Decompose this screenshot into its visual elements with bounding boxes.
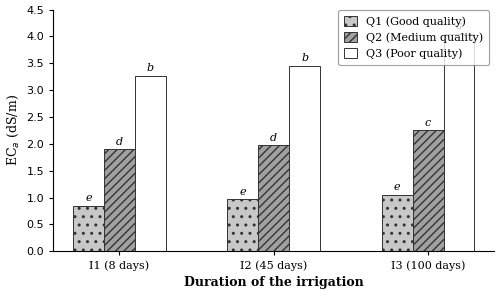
Text: d: d bbox=[116, 137, 123, 147]
Text: a: a bbox=[456, 21, 462, 31]
Bar bbox=[104, 149, 135, 251]
Text: b: b bbox=[146, 63, 154, 73]
Y-axis label: EC$_a$ (dS/m): EC$_a$ (dS/m) bbox=[6, 94, 21, 166]
Bar bbox=[444, 34, 474, 251]
Text: e: e bbox=[240, 186, 246, 196]
Text: e: e bbox=[86, 193, 92, 203]
Bar bbox=[73, 206, 104, 251]
Bar bbox=[135, 76, 166, 251]
Text: e: e bbox=[394, 182, 400, 192]
Text: d: d bbox=[270, 133, 278, 143]
Bar bbox=[258, 145, 289, 251]
Text: b: b bbox=[301, 53, 308, 63]
Bar bbox=[412, 130, 444, 251]
Text: c: c bbox=[425, 118, 431, 128]
Legend: Q1 (Good quality), Q2 (Medium quality), Q3 (Poor quality): Q1 (Good quality), Q2 (Medium quality), … bbox=[338, 10, 489, 65]
Bar bbox=[382, 195, 412, 251]
Bar bbox=[289, 66, 320, 251]
Bar bbox=[228, 199, 258, 251]
X-axis label: Duration of the irrigation: Duration of the irrigation bbox=[184, 276, 364, 289]
